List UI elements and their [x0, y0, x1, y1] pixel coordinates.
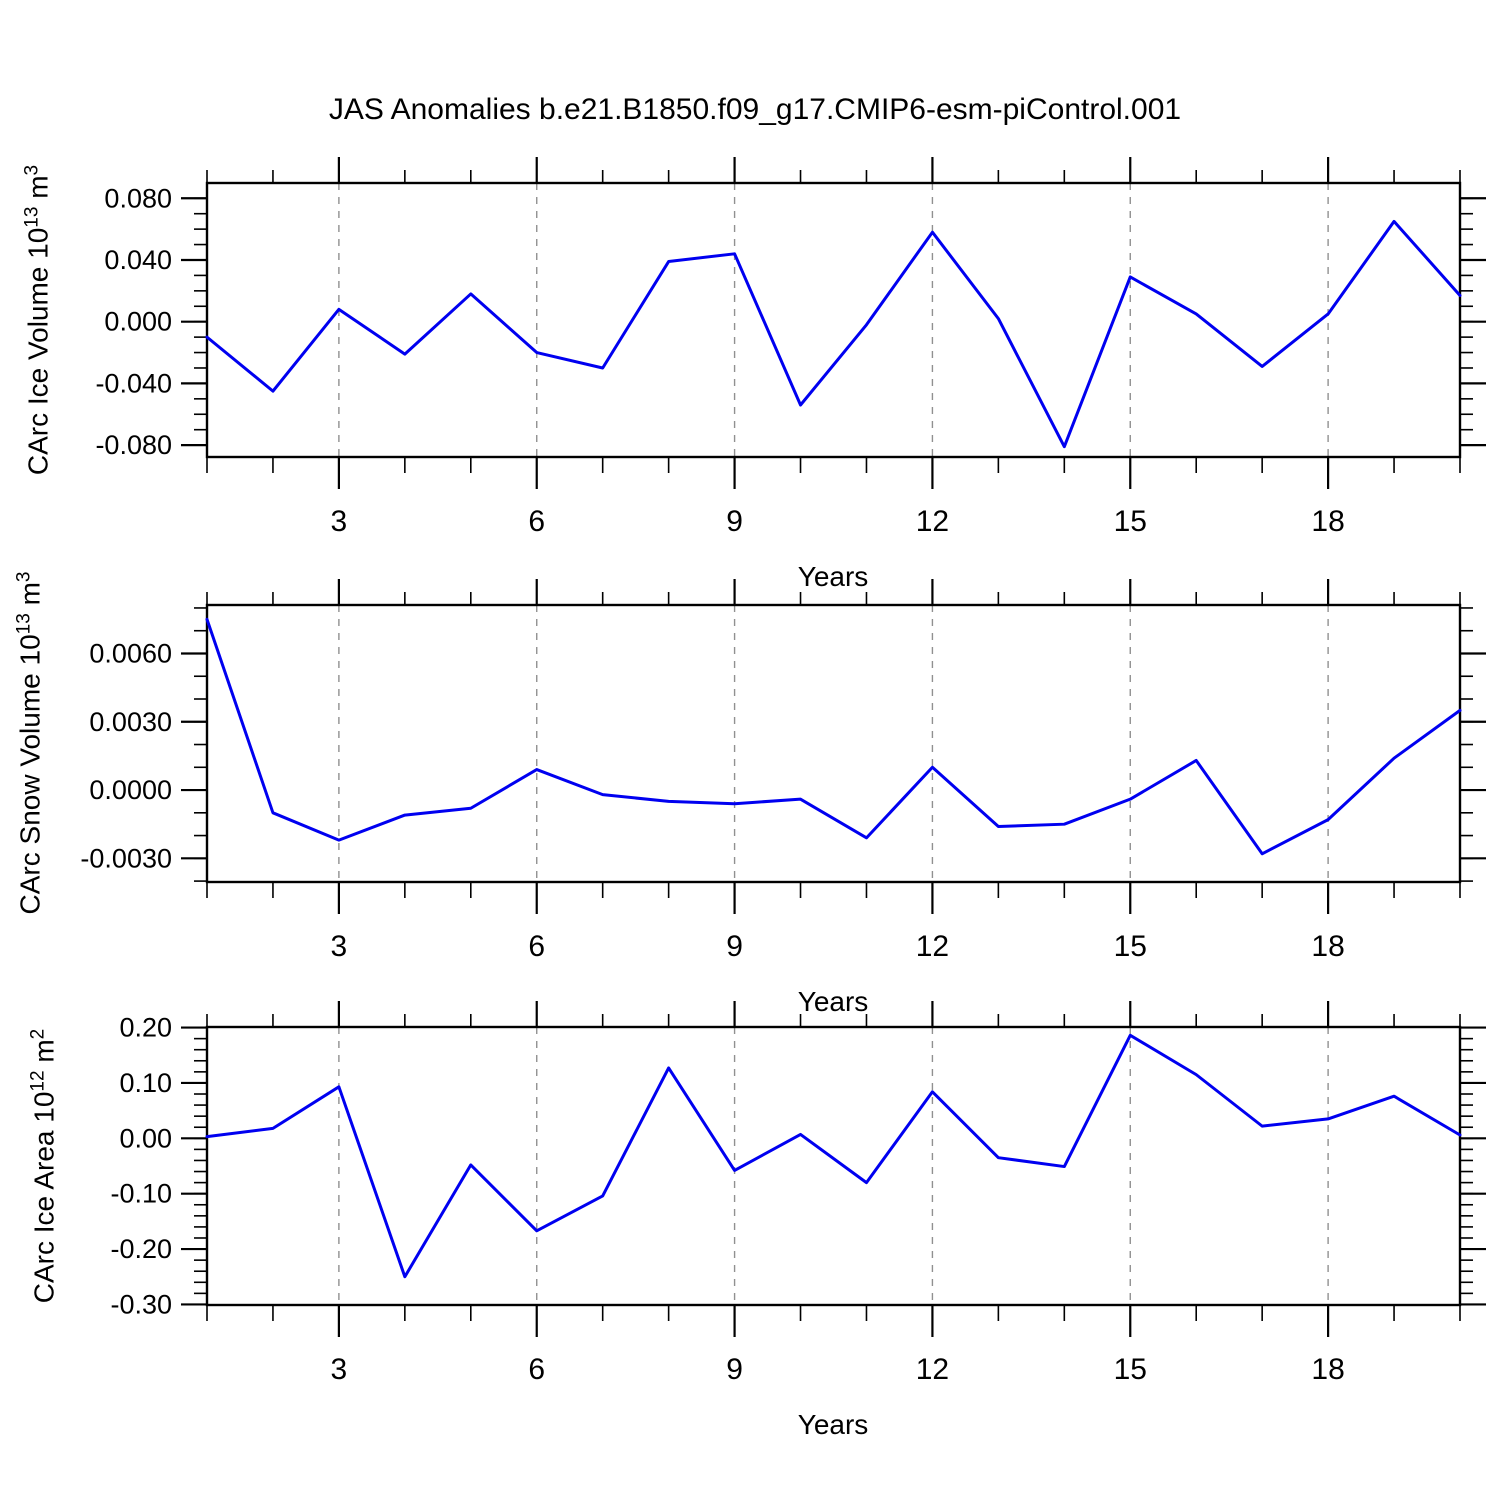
y-tick-label: 0.10	[119, 1068, 172, 1098]
x-tick-label: 18	[1311, 930, 1344, 963]
y-tick-label: -0.30	[110, 1289, 172, 1319]
y-axis-label-ice-volume-text: CArc Ice Volume 10	[22, 227, 54, 476]
data-line-ice-volume	[205, 219, 1462, 449]
y-tick-label: 0.0060	[89, 638, 172, 668]
x-tick-label: 3	[331, 505, 348, 538]
y-axis-label-snow-volume-exp: 13	[13, 613, 35, 635]
x-tick-label: 9	[726, 1353, 743, 1386]
y-tick-label: -0.0030	[80, 843, 172, 873]
x-tick-label: 18	[1311, 505, 1344, 538]
y-axis-label-snow-volume-text: CArc Snow Volume 10	[14, 634, 46, 915]
x-axis-label-years-panel3: Years	[797, 1409, 869, 1440]
y-axis-label-ice-area-exp: 12	[27, 1070, 49, 1092]
y-axis-label-snow-volume-unit-exp: 3	[13, 571, 35, 583]
y-tick-label: -0.040	[95, 368, 172, 398]
x-tick-label: 9	[726, 930, 743, 963]
y-axis-label-ice-area-text: CArc Ice Area 10	[28, 1091, 60, 1304]
x-axis-label-years-panel2: Years	[797, 986, 869, 1017]
y-axis-label-ice-area-unit: m	[28, 1039, 60, 1071]
data-line-snow-volume	[205, 617, 1462, 856]
x-tick-label: 6	[528, 505, 545, 538]
x-tick-label: 18	[1311, 1353, 1344, 1386]
panel-snow-volume: 0.0060 0.0030 0.0000 -0.0030 3 6 9 12 15 18	[80, 579, 1486, 963]
y-axis-label-snow-volume-unit: m	[14, 582, 46, 614]
x-tick-label: 9	[726, 505, 743, 538]
x-tick-label: 12	[916, 505, 949, 538]
x-tick-label: 3	[331, 930, 348, 963]
y-axis-label-ice-volume-unit-exp: 3	[21, 164, 43, 176]
y-tick-label: 0.0030	[89, 707, 172, 737]
x-tick-label: 12	[916, 930, 949, 963]
x-tick-label: 6	[528, 930, 545, 963]
x-tick-label: 15	[1114, 930, 1147, 963]
y-tick-label: 0.20	[119, 1013, 172, 1043]
y-tick-label: 0.000	[104, 307, 172, 337]
panel-ice-volume: 0.080 0.040 0.000 -0.040 -0.080 3 6 9 12 15 18	[95, 157, 1486, 538]
y-axis-label-ice-area-unit-exp: 2	[27, 1028, 49, 1040]
y-axis-label-ice-area: CArc Ice Area 1012 m2	[27, 1029, 60, 1303]
chart-title: JAS Anomalies b.e21.B1850.f09_g17.CMIP6-…	[328, 93, 1182, 126]
y-axis-label-ice-volume-exp: 13	[21, 206, 43, 228]
y-tick-label: -0.20	[110, 1234, 172, 1264]
data-line-ice-area	[205, 1033, 1462, 1279]
y-tick-label: 0.080	[104, 183, 172, 213]
y-axis-label-ice-volume: CArc Ice Volume 1013 m3	[21, 165, 54, 475]
y-tick-label: 0.0000	[89, 775, 172, 805]
y-axis-label-snow-volume: CArc Snow Volume 1013 m3	[13, 572, 46, 915]
plot-box	[205, 603, 1462, 884]
y-axis-label-ice-volume-unit: m	[22, 175, 54, 207]
plot-box	[205, 1025, 1462, 1307]
x-tick-label: 6	[528, 1353, 545, 1386]
x-axis-label-years-panel1: Years	[797, 561, 869, 592]
x-tick-label: 12	[916, 1353, 949, 1386]
x-tick-label: 15	[1114, 505, 1147, 538]
panel-ice-area: 0.20 0.10 0.00 -0.10 -0.20 -0.30 3 6 9 12 15 18	[110, 1001, 1486, 1386]
x-tick-label: 3	[331, 1353, 348, 1386]
y-tick-label: -0.080	[95, 430, 172, 460]
y-tick-label: -0.10	[110, 1179, 172, 1209]
x-tick-label: 15	[1114, 1353, 1147, 1386]
y-tick-label: 0.00	[119, 1123, 172, 1153]
plot-box	[205, 181, 1462, 459]
y-tick-label: 0.040	[104, 245, 172, 275]
